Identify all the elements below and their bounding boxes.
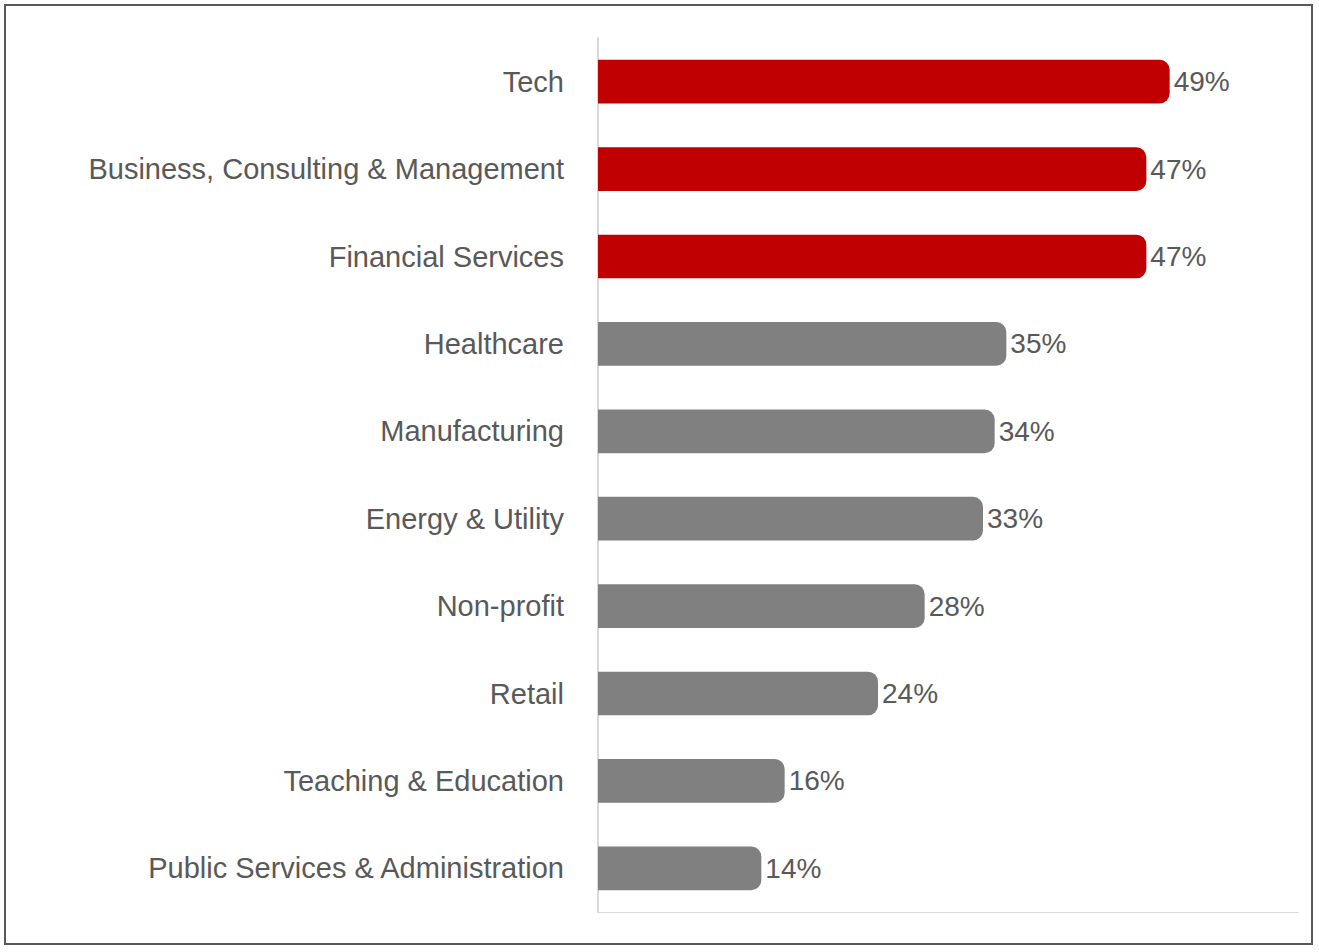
svg-text:35%: 35% <box>1010 328 1066 359</box>
svg-text:28%: 28% <box>929 591 985 622</box>
svg-text:34%: 34% <box>999 416 1055 447</box>
svg-text:49%: 49% <box>1174 66 1230 97</box>
svg-text:Manufacturing: Manufacturing <box>380 415 564 447</box>
svg-text:Business, Consulting & Managem: Business, Consulting & Management <box>88 153 564 185</box>
svg-text:Tech: Tech <box>503 66 564 98</box>
svg-text:24%: 24% <box>882 678 938 709</box>
svg-text:47%: 47% <box>1150 154 1206 185</box>
svg-text:Non-profit: Non-profit <box>437 590 564 622</box>
svg-text:33%: 33% <box>987 503 1043 534</box>
svg-text:Retail: Retail <box>490 678 564 710</box>
svg-text:Public Services & Administrati: Public Services & Administration <box>148 852 564 884</box>
svg-text:Energy & Utility: Energy & Utility <box>366 503 565 535</box>
svg-text:16%: 16% <box>789 765 845 796</box>
svg-text:Teaching & Education: Teaching & Education <box>283 765 564 797</box>
svg-text:14%: 14% <box>765 853 821 884</box>
svg-text:Financial Services: Financial Services <box>329 241 564 273</box>
svg-text:47%: 47% <box>1150 241 1206 272</box>
svg-text:Healthcare: Healthcare <box>424 328 564 360</box>
